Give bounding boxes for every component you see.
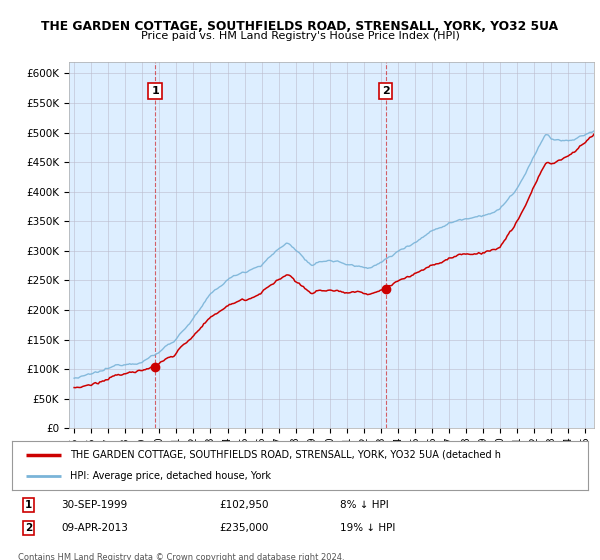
Text: Price paid vs. HM Land Registry's House Price Index (HPI): Price paid vs. HM Land Registry's House … (140, 31, 460, 41)
Text: 8% ↓ HPI: 8% ↓ HPI (340, 500, 389, 510)
Text: THE GARDEN COTTAGE, SOUTHFIELDS ROAD, STRENSALL, YORK, YO32 5UA: THE GARDEN COTTAGE, SOUTHFIELDS ROAD, ST… (41, 20, 559, 32)
Text: £102,950: £102,950 (220, 500, 269, 510)
Text: Contains HM Land Registry data © Crown copyright and database right 2024.
This d: Contains HM Land Registry data © Crown c… (18, 553, 344, 560)
Text: HPI: Average price, detached house, York: HPI: Average price, detached house, York (70, 471, 271, 481)
Text: £235,000: £235,000 (220, 523, 269, 533)
Text: 2: 2 (382, 86, 389, 96)
Text: 09-APR-2013: 09-APR-2013 (61, 523, 128, 533)
Text: 1: 1 (25, 500, 32, 510)
Text: 2: 2 (25, 523, 32, 533)
Text: 1: 1 (151, 86, 159, 96)
Text: 19% ↓ HPI: 19% ↓ HPI (340, 523, 395, 533)
Text: THE GARDEN COTTAGE, SOUTHFIELDS ROAD, STRENSALL, YORK, YO32 5UA (detached h: THE GARDEN COTTAGE, SOUTHFIELDS ROAD, ST… (70, 450, 500, 460)
Text: 30-SEP-1999: 30-SEP-1999 (61, 500, 127, 510)
